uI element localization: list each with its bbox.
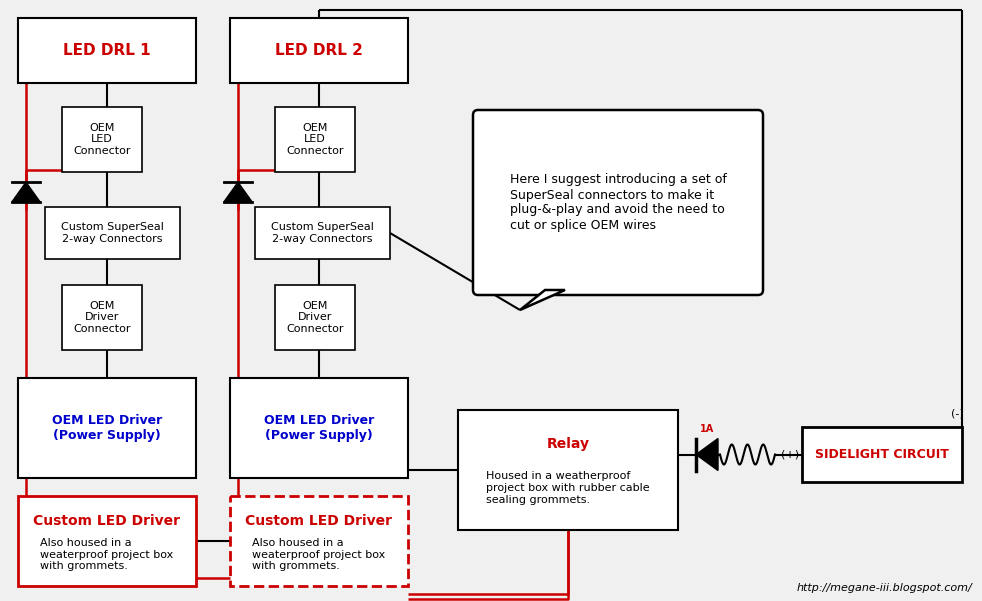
Text: http://megane-iii.blogspot.com/: http://megane-iii.blogspot.com/ (796, 583, 972, 593)
Text: OEM LED Driver
(Power Supply): OEM LED Driver (Power Supply) (264, 414, 374, 442)
Polygon shape (224, 182, 252, 202)
Text: (-): (-) (951, 409, 963, 419)
Text: OEM LED Driver
(Power Supply): OEM LED Driver (Power Supply) (52, 414, 162, 442)
Polygon shape (696, 439, 718, 471)
Text: LED DRL 1: LED DRL 1 (63, 43, 151, 58)
FancyBboxPatch shape (45, 207, 180, 259)
FancyBboxPatch shape (458, 410, 678, 530)
Text: Relay: Relay (547, 436, 589, 451)
FancyBboxPatch shape (275, 107, 355, 172)
FancyBboxPatch shape (230, 18, 408, 83)
FancyBboxPatch shape (255, 207, 390, 259)
Text: OEM
Driver
Connector: OEM Driver Connector (286, 301, 344, 334)
FancyBboxPatch shape (18, 496, 196, 586)
Text: 1A: 1A (700, 424, 714, 433)
FancyBboxPatch shape (18, 378, 196, 478)
FancyBboxPatch shape (473, 110, 763, 295)
FancyBboxPatch shape (230, 496, 408, 586)
Text: Custom SuperSeal
2-way Connectors: Custom SuperSeal 2-way Connectors (271, 222, 374, 244)
FancyBboxPatch shape (62, 285, 142, 350)
Polygon shape (520, 290, 565, 310)
Text: Here I suggest introducing a set of
SuperSeal connectors to make it
plug-&-play : Here I suggest introducing a set of Supe… (510, 174, 727, 231)
Text: Also housed in a
weaterproof project box
with grommets.: Also housed in a weaterproof project box… (252, 538, 386, 571)
FancyBboxPatch shape (62, 107, 142, 172)
Text: Housed in a weatherproof
project box with rubber cable
sealing grommets.: Housed in a weatherproof project box wit… (486, 471, 650, 505)
Text: LED DRL 2: LED DRL 2 (275, 43, 363, 58)
Text: OEM
LED
Connector: OEM LED Connector (286, 123, 344, 156)
Text: (+): (+) (781, 450, 799, 460)
Text: Custom LED Driver: Custom LED Driver (33, 514, 181, 528)
Text: Custom SuperSeal
2-way Connectors: Custom SuperSeal 2-way Connectors (61, 222, 164, 244)
FancyBboxPatch shape (802, 427, 962, 482)
Polygon shape (12, 182, 40, 202)
FancyBboxPatch shape (18, 18, 196, 83)
Text: SIDELIGHT CIRCUIT: SIDELIGHT CIRCUIT (815, 448, 949, 461)
FancyBboxPatch shape (230, 378, 408, 478)
Text: Custom LED Driver: Custom LED Driver (246, 514, 393, 528)
Text: OEM
LED
Connector: OEM LED Connector (74, 123, 131, 156)
FancyBboxPatch shape (275, 285, 355, 350)
Text: OEM
Driver
Connector: OEM Driver Connector (74, 301, 131, 334)
Text: Also housed in a
weaterproof project box
with grommets.: Also housed in a weaterproof project box… (40, 538, 174, 571)
